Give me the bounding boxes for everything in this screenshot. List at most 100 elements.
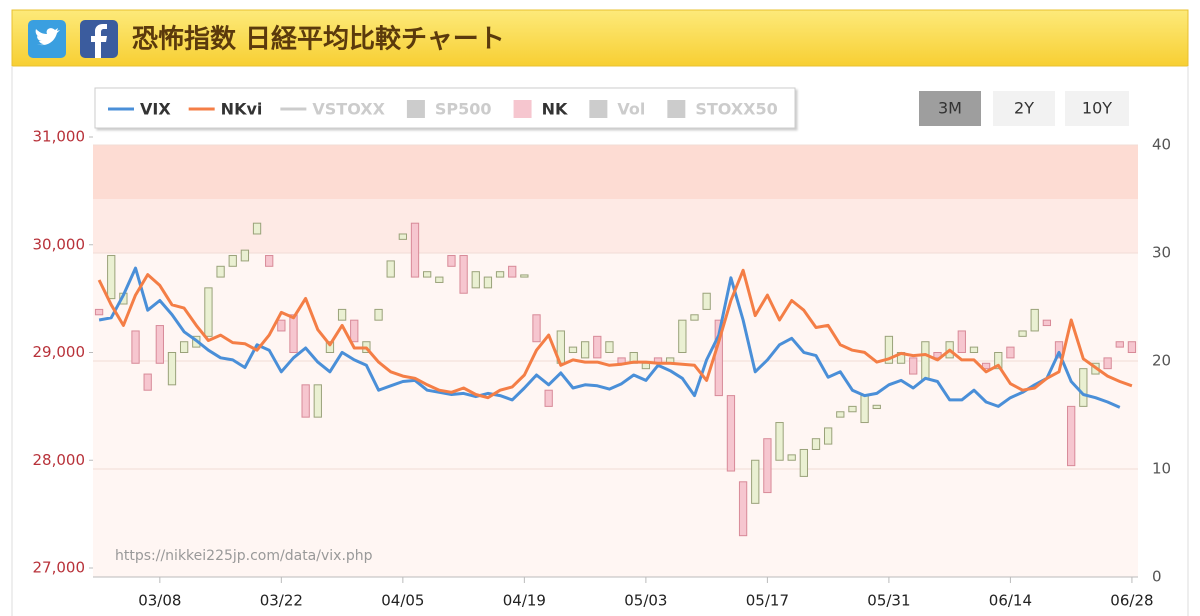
candle xyxy=(738,481,748,537)
legend-label[interactable]: STOXX50 xyxy=(695,100,777,119)
legend-label[interactable]: VIX xyxy=(140,100,171,119)
candle xyxy=(143,373,152,391)
y2-tick-label: 30 xyxy=(1152,244,1171,262)
candle xyxy=(544,389,553,407)
candle xyxy=(580,341,590,359)
range-button[interactable] xyxy=(1065,91,1129,126)
candle xyxy=(811,438,821,450)
candle xyxy=(836,411,845,418)
y2-tick-label: 40 xyxy=(1152,136,1171,154)
candle xyxy=(107,255,116,300)
y-tick-label: 27,000 xyxy=(33,559,86,577)
range-button[interactable] xyxy=(919,91,981,126)
candle xyxy=(1115,341,1124,348)
candle xyxy=(1103,357,1112,370)
range-button-label[interactable]: 10Y xyxy=(1082,99,1112,118)
twitter-icon[interactable] xyxy=(28,20,66,58)
candle xyxy=(593,335,602,359)
candle xyxy=(1079,368,1088,407)
x-tick-label: 05/31 xyxy=(867,592,910,610)
candle xyxy=(313,384,322,418)
range-button[interactable] xyxy=(993,91,1055,126)
candle xyxy=(1006,346,1015,359)
candle xyxy=(386,260,395,278)
candle xyxy=(909,357,918,375)
header-bar xyxy=(11,9,1189,67)
x-tick-label: 04/05 xyxy=(381,592,424,610)
series-line xyxy=(98,266,1121,409)
candle xyxy=(1127,341,1137,354)
candle xyxy=(678,319,687,353)
x-tick-label: 05/17 xyxy=(746,592,789,610)
candle xyxy=(471,271,480,289)
candle xyxy=(1030,308,1039,332)
candle xyxy=(459,255,468,294)
legend-symbol xyxy=(406,100,425,118)
candle xyxy=(872,404,881,410)
candle xyxy=(252,222,262,235)
y2-tick-label: 20 xyxy=(1152,352,1171,370)
legend-symbol xyxy=(667,100,686,118)
candle xyxy=(483,276,493,289)
x-tick-label: 06/28 xyxy=(1110,592,1153,610)
y-tick-label: 28,000 xyxy=(33,451,86,469)
page-title: 恐怖指数 日経平均比較チャート xyxy=(132,24,505,55)
candle xyxy=(240,249,250,262)
series-line xyxy=(97,268,1133,400)
candle xyxy=(94,308,104,316)
legend-symbol xyxy=(513,100,532,118)
candle xyxy=(605,341,614,354)
candle xyxy=(423,271,432,278)
candle xyxy=(410,222,420,278)
candle xyxy=(751,459,760,504)
x-tick-label: 06/14 xyxy=(989,592,1032,610)
legend-label[interactable]: VSTOXX xyxy=(312,100,385,119)
y2-tick-label: 0 xyxy=(1152,568,1162,586)
y-tick-label: 31,000 xyxy=(33,128,86,146)
candle xyxy=(532,314,541,343)
candle xyxy=(957,330,966,354)
candle xyxy=(994,352,1003,370)
y-tick-label: 30,000 xyxy=(33,235,86,253)
candle xyxy=(799,448,808,477)
candle xyxy=(520,274,529,278)
candle xyxy=(702,292,711,310)
candle xyxy=(981,362,991,370)
candle xyxy=(398,233,407,240)
candle xyxy=(495,271,505,278)
risk-band xyxy=(93,253,1138,577)
candle xyxy=(848,405,857,413)
candle xyxy=(690,314,699,321)
y2-tick-label: 10 xyxy=(1152,460,1171,478)
candle xyxy=(568,346,578,353)
candle xyxy=(921,341,930,380)
candle xyxy=(167,352,177,386)
legend-label[interactable]: NKvi xyxy=(221,100,263,119)
candle xyxy=(131,330,140,364)
candle xyxy=(435,276,444,283)
risk-band xyxy=(93,145,1138,199)
candle xyxy=(1018,330,1027,337)
legend-label[interactable]: SP500 xyxy=(435,100,492,119)
candle xyxy=(969,346,979,353)
candle xyxy=(179,341,189,354)
candle xyxy=(277,319,286,332)
candle xyxy=(787,454,796,461)
range-button-label[interactable]: 2Y xyxy=(1014,99,1034,118)
x-tick-label: 03/22 xyxy=(260,592,303,610)
candle xyxy=(447,255,456,267)
candle xyxy=(775,422,784,461)
legend-label[interactable]: NK xyxy=(542,100,568,119)
legend-label[interactable]: Vol xyxy=(617,100,645,119)
candle xyxy=(884,335,894,364)
candle xyxy=(726,395,736,472)
range-button-label[interactable]: 3M xyxy=(938,99,962,118)
candle xyxy=(641,362,651,370)
candle xyxy=(1067,405,1076,467)
candle xyxy=(824,427,833,445)
facebook-icon[interactable] xyxy=(80,20,118,58)
x-tick-label: 03/08 xyxy=(138,592,181,610)
candle xyxy=(860,395,869,424)
candle xyxy=(1042,319,1052,327)
